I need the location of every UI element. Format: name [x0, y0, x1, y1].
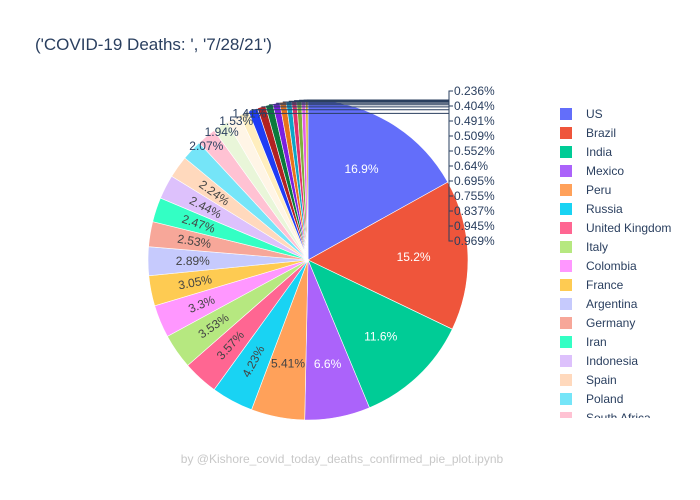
legend-swatch: [560, 336, 572, 348]
legend-swatch: [560, 317, 572, 329]
legend-entry: Brazil: [586, 126, 616, 140]
slice-label: 2.53%: [176, 232, 212, 251]
slice-label-outside: 0.695%: [454, 174, 495, 188]
legend-entry: South Africa: [586, 411, 651, 425]
slice-label-outside: 0.236%: [454, 84, 495, 98]
legend-swatch: [560, 127, 572, 139]
legend-entry: United Kingdom: [586, 221, 671, 235]
slice-label: 3.05%: [177, 272, 213, 292]
legend-swatch: [560, 222, 572, 234]
legend-entry: Poland: [586, 392, 623, 406]
legend-entry: Italy: [586, 240, 608, 254]
legend-entry: Colombia: [586, 259, 637, 273]
legend-entry: Germany: [586, 316, 635, 330]
legend-swatch: [560, 355, 572, 367]
legend-entry: Iran: [586, 335, 607, 349]
slice-label-outside: 0.404%: [454, 99, 495, 113]
slice-label-outside: 0.491%: [454, 114, 495, 128]
slice-label-outside: 0.755%: [454, 189, 495, 203]
slice-label: 15.2%: [397, 250, 431, 264]
slice-label: 2.89%: [176, 254, 210, 268]
legend-swatch: [560, 279, 572, 291]
slice-label-outside: 1.94%: [205, 125, 239, 139]
slice-label: 11.6%: [364, 330, 397, 344]
pie-slice: [307, 259, 453, 409]
legend-swatch: [560, 165, 572, 177]
slice-label-outside: 0.945%: [454, 219, 495, 233]
slice-label-outside: 1.53%: [219, 114, 253, 128]
legend-entry: US: [586, 107, 603, 121]
legend-swatch: [560, 146, 572, 158]
legend-entry: Spain: [586, 373, 617, 387]
legend-entry: Russia: [586, 202, 623, 216]
legend-swatch: [560, 298, 572, 310]
legend-entry: France: [586, 278, 624, 292]
legend-swatch: [560, 260, 572, 272]
slice-label: 16.9%: [344, 162, 378, 176]
slice-label-outside: 0.837%: [454, 204, 495, 218]
chart-footer: by @Kishore_covid_today_deaths_confirmed…: [181, 452, 504, 466]
legend-entry: Peru: [586, 183, 611, 197]
slice-label-outside: 2.07%: [189, 139, 223, 153]
legend-items: US Brazil India Mexico Peru Russia United King…: [560, 107, 671, 425]
slice-label: 6.6%: [314, 357, 342, 371]
legend-entry: Mexico: [586, 164, 624, 178]
slice-label-outside: 0.969%: [454, 234, 495, 248]
legend: US Brazil India Mexico Peru Russia United King…: [560, 107, 671, 425]
outside-labels: 2.07%1.94%1.53%1.41%0.236%0.404%0.491%0.…: [189, 84, 495, 248]
pie-slices: [147, 99, 469, 421]
leader-line: [244, 112, 453, 242]
legend-swatch: [560, 108, 572, 120]
slice-label-outside: 0.64%: [454, 159, 488, 173]
legend-swatch: [560, 374, 572, 386]
legend-entry: India: [586, 145, 612, 159]
legend-swatch: [560, 184, 572, 196]
legend-swatch: [560, 412, 572, 418]
legend-swatch: [560, 393, 572, 405]
legend-entry: Argentina: [586, 297, 638, 311]
slice-label: 5.41%: [271, 357, 305, 371]
pie-slice: [307, 181, 469, 330]
slice-label-outside: 0.509%: [454, 129, 495, 143]
legend-swatch: [560, 203, 572, 215]
legend-entry: Indonesia: [586, 354, 638, 368]
slice-label-outside: 0.552%: [454, 144, 495, 158]
chart-title: ('COVID-19 Deaths: ', '7/28/21'): [35, 35, 272, 54]
legend-swatch: [560, 241, 572, 253]
leader-line: [306, 90, 453, 101]
